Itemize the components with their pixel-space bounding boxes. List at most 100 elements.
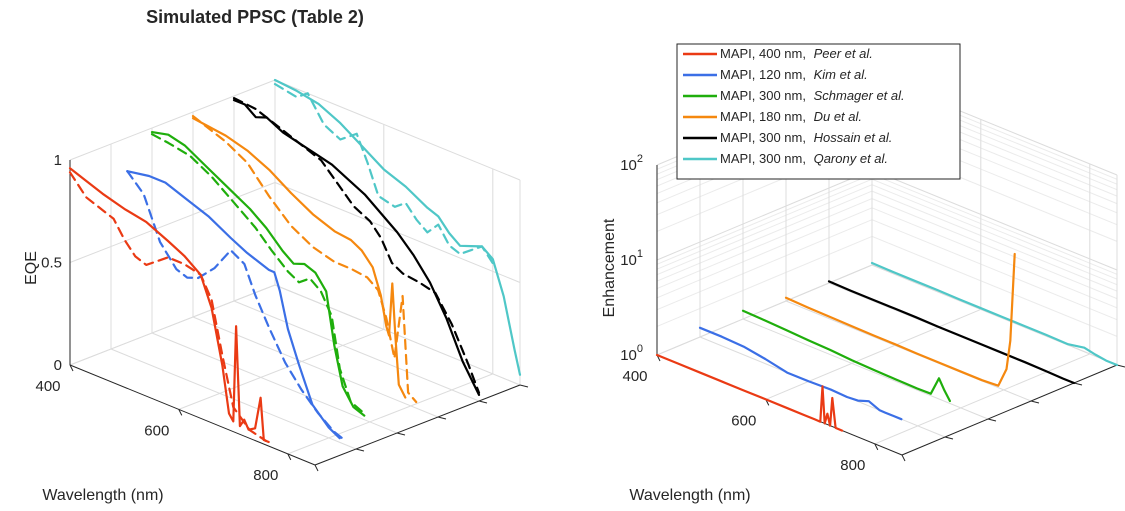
side-wall-minor-gridline xyxy=(656,178,873,270)
depth-tick-mark xyxy=(478,400,488,404)
series-line-dashed xyxy=(150,133,366,415)
floor-gridline xyxy=(69,284,276,366)
enhancement-axes xyxy=(656,165,1125,462)
wavelength-tick-mark xyxy=(901,454,906,462)
side-wall-gridline xyxy=(656,169,873,261)
eqe-series-group xyxy=(68,78,522,444)
series-line xyxy=(827,280,1076,385)
eqe-axes xyxy=(69,160,529,472)
series-line xyxy=(273,78,522,376)
back-wall-minor-gridline xyxy=(871,184,1118,286)
side-wall-gridline xyxy=(69,182,276,263)
side-wall-minor-gridline xyxy=(656,207,873,299)
legend-entry-reference: Hossain et al. xyxy=(814,130,893,145)
x-tick-label: 800 xyxy=(840,457,865,474)
y-tick-exponent: 2 xyxy=(637,153,643,165)
back-wall-gridline xyxy=(274,79,521,181)
wavelength-tick-mark xyxy=(287,453,292,461)
y-tick-exponent: 0 xyxy=(637,343,643,355)
legend-entry-reference: Peer et al. xyxy=(814,46,873,61)
eqe-3d-chart: Simulated PPSC (Table 2) 40060080000.51 … xyxy=(23,7,529,504)
wavelength-tick-mark xyxy=(69,364,74,372)
x-tick-label: 800 xyxy=(253,467,278,484)
wavelength-axis-line xyxy=(69,364,316,466)
series-line-dashed xyxy=(191,114,418,404)
floor-gridline xyxy=(871,264,1118,366)
series-line xyxy=(126,170,341,440)
side-wall-gridline xyxy=(69,79,276,161)
wavelength-tick-mark xyxy=(874,443,879,451)
depth-tick-mark xyxy=(355,448,365,452)
legend-entry-reference: Qarony et al. xyxy=(814,151,888,166)
y-tick-exponent: 1 xyxy=(637,248,643,260)
y-tick-label: 0 xyxy=(54,357,62,374)
series-line-dashed xyxy=(126,170,347,442)
x-tick-label: 400 xyxy=(35,378,60,395)
chart-title: Simulated PPSC (Table 2) xyxy=(146,7,364,27)
legend-entry-label: MAPI, 300 nm, Hossain et al. xyxy=(720,130,892,145)
x-tick-label: 600 xyxy=(144,422,169,439)
side-wall-minor-gridline xyxy=(656,235,873,327)
floor-gridline xyxy=(233,300,480,402)
depth-tick-mark xyxy=(1116,364,1125,368)
side-wall-minor-gridline xyxy=(656,190,873,282)
legend-entry-reference: Schmager et al. xyxy=(814,88,905,103)
y-axis-label: EQE xyxy=(23,251,40,285)
floor-gridline xyxy=(874,353,1090,445)
depth-tick-mark xyxy=(944,436,954,440)
y-tick-label: 100 xyxy=(620,343,643,364)
floor-gridline xyxy=(765,308,981,400)
legend-entry-label: MAPI, 400 nm, Peer et al. xyxy=(720,46,873,61)
legend-entry-label: MAPI, 180 nm, Du et al. xyxy=(720,109,862,124)
enhancement-series-group xyxy=(655,252,1119,432)
x-tick-label: 600 xyxy=(731,412,756,429)
legend: MAPI, 400 nm, Peer et al. MAPI, 120 nm, K… xyxy=(676,43,961,180)
x-axis-label: Wavelength (nm) xyxy=(42,487,163,504)
eqe-gridlines xyxy=(69,79,521,466)
y-axis-label-right: Enhancement xyxy=(601,218,618,317)
x-axis-label-right: Wavelength (nm) xyxy=(629,487,750,504)
y-tick-label: 1 xyxy=(54,152,62,169)
legend-entry-label: MAPI, 300 nm, Qarony et al. xyxy=(720,151,888,166)
series-line xyxy=(741,309,952,403)
series-line xyxy=(68,167,270,444)
back-wall-minor-gridline xyxy=(871,190,1118,292)
legend-entry-label: MAPI, 120 nm, Kim et al. xyxy=(720,67,868,82)
back-wall-minor-gridline xyxy=(871,173,1118,275)
depth-tick-mark xyxy=(396,432,406,436)
floor-gridline xyxy=(151,332,398,434)
floor-gridline xyxy=(178,328,384,410)
depth-tick-mark xyxy=(1073,382,1083,386)
legend-entry-reference: Kim et al. xyxy=(814,67,868,82)
back-wall-minor-gridline xyxy=(871,219,1118,321)
back-wall-minor-gridline xyxy=(871,207,1118,309)
series-line-dashed xyxy=(68,171,268,442)
back-wall-gridline xyxy=(871,169,1118,271)
floor-gridline xyxy=(742,318,989,420)
side-wall-minor-gridline xyxy=(656,184,873,276)
back-wall-minor-gridline xyxy=(871,198,1118,300)
floor-gridline xyxy=(192,316,439,418)
series-line xyxy=(784,252,1016,387)
eqe-tick-labels: 400 600 800 0 0.5 1 xyxy=(35,152,278,484)
legend-entry-reference: Du et al. xyxy=(814,109,862,124)
wavelength-tick-mark xyxy=(178,409,183,416)
series-line xyxy=(698,326,903,421)
side-wall-minor-gridline xyxy=(656,173,873,265)
wavelength-tick-mark xyxy=(314,464,319,472)
legend-box xyxy=(676,43,961,180)
series-line xyxy=(870,261,1119,367)
series-line xyxy=(191,117,407,399)
series-line-dashed xyxy=(232,96,481,394)
series-line-dashed xyxy=(273,82,494,265)
y-tick-label: 102 xyxy=(620,153,643,174)
y-tick-label: 0.5 xyxy=(41,255,62,272)
floor-gridline xyxy=(656,264,873,356)
depth-tick-mark xyxy=(987,418,997,422)
side-wall-minor-gridline xyxy=(656,198,873,290)
x-tick-label: 400 xyxy=(622,368,647,385)
floor-gridline xyxy=(287,373,493,455)
back-wall-minor-gridline xyxy=(871,178,1118,280)
